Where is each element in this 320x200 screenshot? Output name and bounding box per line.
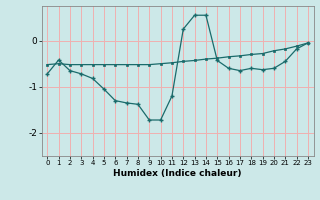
X-axis label: Humidex (Indice chaleur): Humidex (Indice chaleur): [113, 169, 242, 178]
